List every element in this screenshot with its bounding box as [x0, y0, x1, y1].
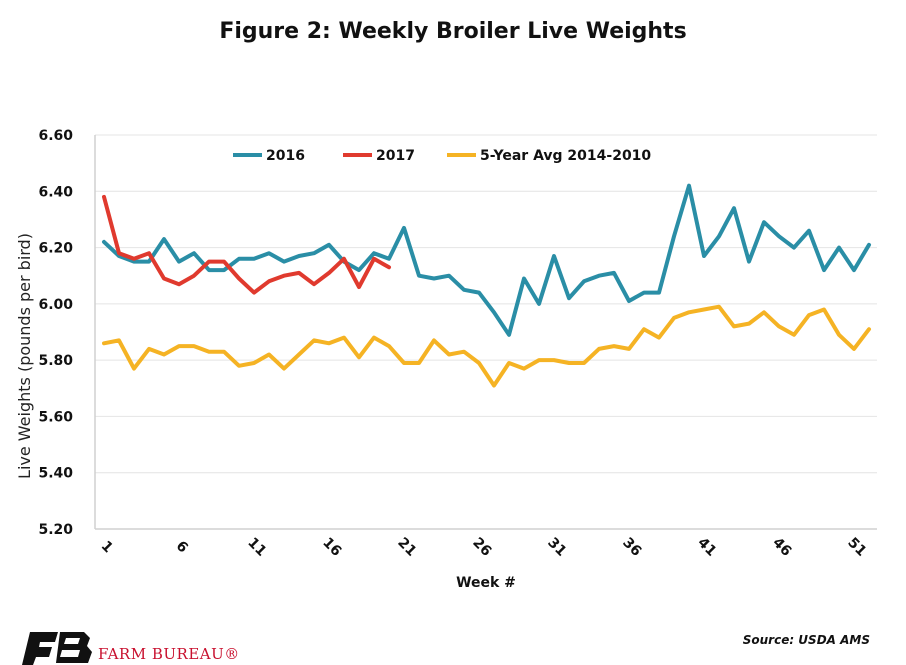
logo-b-mark	[56, 632, 92, 663]
x-tick-label: 1	[98, 538, 116, 556]
farm-bureau-logo: FARM BUREAU®	[22, 632, 240, 665]
x-tick-label: 21	[394, 535, 419, 560]
y-tick-label: 5.20	[38, 522, 73, 538]
series-line-2016	[102, 183, 871, 337]
legend-label-2017: 2017	[376, 148, 415, 164]
x-tick-label: 36	[619, 535, 644, 560]
x-axis-label: Week #	[456, 575, 516, 591]
x-tick-label: 51	[844, 535, 869, 560]
y-tick-label: 5.80	[38, 353, 73, 369]
x-tick-label: 16	[319, 535, 344, 560]
gridlines	[95, 134, 877, 474]
legend: 2016 2017 5-Year Avg 2014-2010	[233, 148, 651, 164]
logo-f-mark	[22, 632, 58, 665]
y-axis-label: Live Weights (pounds per bird)	[15, 233, 34, 479]
x-tick-label: 26	[469, 535, 494, 560]
y-tick-label: 6.60	[38, 128, 73, 144]
x-tick-label: 46	[769, 535, 794, 560]
x-tick-label: 31	[544, 535, 569, 560]
legend-item-2016: 2016	[233, 148, 305, 164]
logo-b-inner-bottom	[60, 650, 80, 657]
source-note: Source: USDA AMS	[743, 633, 870, 647]
legend-item-2017: 2017	[343, 148, 415, 164]
y-tick-label: 5.40	[38, 466, 73, 482]
brand-name: FARM BUREAU®	[98, 645, 240, 663]
y-tick-label: 5.60	[38, 409, 73, 425]
y-tick-label: 6.40	[38, 184, 73, 200]
series-line-5-year-avg-2014-2010	[102, 304, 871, 388]
y-tick-label: 6.00	[38, 297, 73, 313]
legend-label-5yr-avg: 5-Year Avg 2014-2010	[480, 148, 651, 164]
series-group	[102, 183, 871, 388]
chart-title: Figure 2: Weekly Broiler Live Weights	[219, 19, 686, 44]
y-axis-ticks: 5.20 5.40 5.60 5.80 6.00 6.20 6.40 6.60	[38, 128, 73, 538]
x-tick-label: 41	[694, 535, 719, 560]
x-tick-label: 11	[244, 535, 269, 560]
x-tick-label: 6	[173, 538, 191, 556]
x-axis-ticks: 1 6 11 16 21 26 31 36 41 46 51	[98, 535, 870, 560]
logo-b-inner-top	[64, 638, 80, 644]
y-tick-label: 6.20	[38, 241, 73, 257]
legend-label-2016: 2016	[266, 148, 305, 164]
legend-item-5yr-avg: 5-Year Avg 2014-2010	[447, 148, 651, 164]
series-line-2017	[102, 194, 391, 295]
